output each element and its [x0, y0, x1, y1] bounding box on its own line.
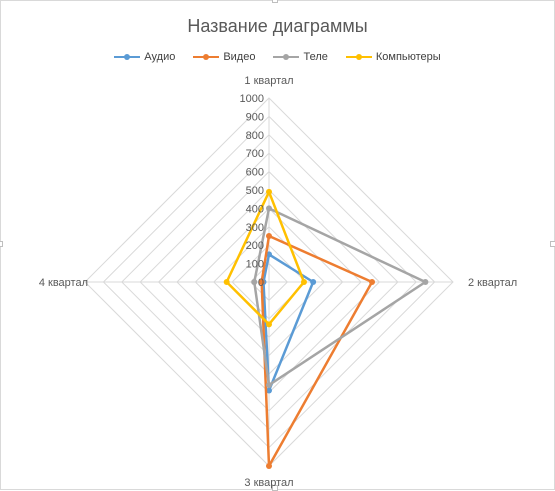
- legend-marker-tv: [273, 52, 300, 62]
- tick-label-700: 700: [246, 148, 264, 160]
- data-point-video-4: [258, 279, 265, 285]
- legend-label-video: Видео: [223, 51, 256, 63]
- data-point-video-1: [266, 233, 272, 239]
- category-label-2: 2 квартал: [468, 277, 517, 289]
- resize-handle-left[interactable]: [0, 241, 3, 247]
- category-label-1: 1 квартал: [244, 75, 293, 87]
- category-label-4: 4 квартал: [39, 277, 88, 289]
- legend-marker-video: [193, 52, 220, 62]
- legend-marker-computers: [345, 52, 372, 62]
- tick-label-100: 100: [246, 259, 264, 271]
- tick-label-500: 500: [246, 185, 264, 197]
- legend-item-video: Видео: [193, 51, 255, 63]
- data-point-tv-1: [266, 205, 272, 212]
- data-point-audio-2: [310, 279, 317, 285]
- legend-label-tv: Теле: [303, 51, 328, 63]
- tick-label-300: 300: [246, 222, 264, 234]
- data-point-tv-3: [266, 382, 272, 389]
- tick-label-200: 200: [246, 240, 264, 252]
- legend-marker-audio: [114, 52, 141, 62]
- legend-item-computers: Компьютеры: [345, 51, 441, 63]
- tick-label-900: 900: [246, 111, 264, 123]
- category-label-3: 3 квартал: [244, 477, 293, 489]
- tick-label-1000: 1000: [240, 93, 264, 105]
- data-point-video-3: [266, 463, 272, 469]
- chart-title: Название диаграммы: [187, 16, 368, 36]
- series-line-video: [260, 234, 374, 468]
- tick-label-400: 400: [246, 203, 264, 215]
- data-point-audio-3: [266, 387, 272, 394]
- legend-item-tv: Теле: [273, 51, 328, 63]
- data-point-computers-4: [223, 279, 230, 285]
- data-point-tv-2: [422, 279, 429, 285]
- data-point-tv-4: [251, 279, 258, 285]
- legend: Аудио Видео Теле Компьютеры: [0, 51, 555, 63]
- data-point-computers-3: [266, 321, 272, 328]
- data-point-video-2: [369, 279, 376, 285]
- tick-label-0: 0: [258, 277, 264, 289]
- legend-label-computers: Компьютеры: [375, 51, 441, 63]
- data-point-computers-1: [266, 188, 272, 195]
- resize-handle-right[interactable]: [550, 241, 555, 247]
- legend-item-audio: Аудио: [114, 51, 175, 63]
- resize-handle-top[interactable]: [272, 0, 278, 3]
- tick-label-800: 800: [246, 130, 264, 142]
- legend-label-audio: Аудио: [144, 51, 176, 63]
- tick-label-600: 600: [246, 167, 264, 179]
- data-point-computers-2: [300, 279, 307, 285]
